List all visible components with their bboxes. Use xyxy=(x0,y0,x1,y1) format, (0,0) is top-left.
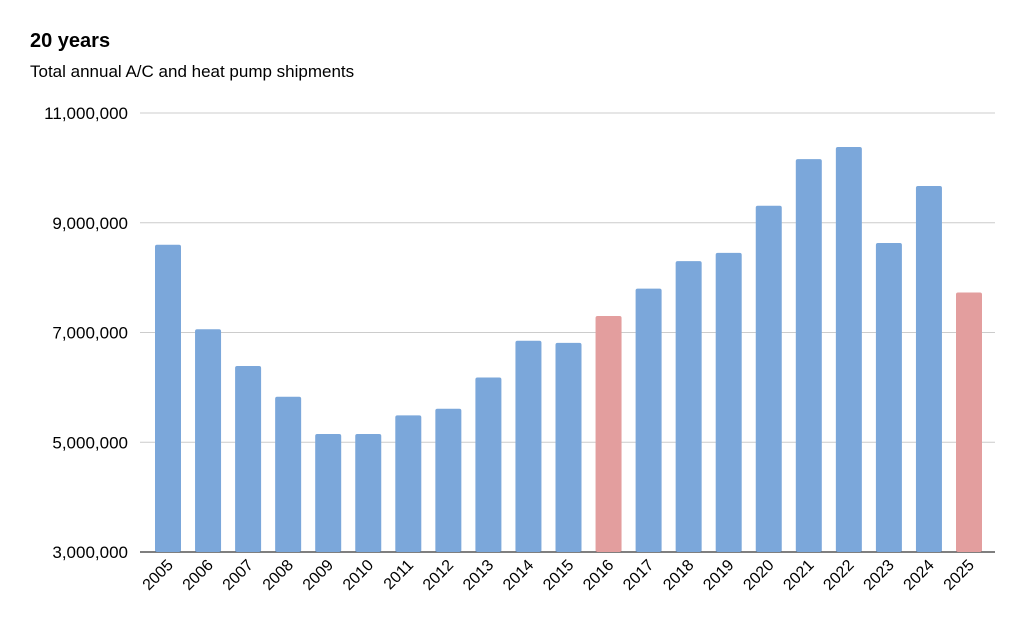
bar-2005 xyxy=(155,244,181,552)
bar-2011 xyxy=(395,415,422,552)
y-tick-label: 11,000,000 xyxy=(44,104,128,123)
bar-2023 xyxy=(875,243,902,552)
bar-2015 xyxy=(555,342,582,552)
x-tick-label: 2008 xyxy=(260,557,297,594)
x-tick-label: 2024 xyxy=(901,557,938,594)
x-tick-label: 2015 xyxy=(540,557,577,594)
x-tick-label: 2014 xyxy=(500,557,537,594)
bars xyxy=(155,147,982,552)
x-tick-label: 2010 xyxy=(340,557,377,594)
bar-2007 xyxy=(235,365,262,552)
x-tick-label: 2005 xyxy=(140,557,177,594)
bar-2018 xyxy=(675,261,702,552)
bar-2010 xyxy=(355,434,382,552)
y-axis-tick-labels: 3,000,000 5,000,000 7,000,000 9,000,000 11,0… xyxy=(44,104,128,562)
x-tick-label: 2007 xyxy=(220,557,257,594)
x-tick-label: 2009 xyxy=(300,557,337,594)
x-tick-label: 2021 xyxy=(780,557,817,594)
x-tick-label: 2006 xyxy=(180,557,217,594)
bar-2021 xyxy=(795,159,822,552)
x-tick-label: 2022 xyxy=(820,557,857,594)
bar-2019 xyxy=(715,252,742,552)
x-tick-label: 2018 xyxy=(660,557,697,594)
x-tick-label: 2025 xyxy=(941,557,978,594)
bar-2009 xyxy=(315,434,342,552)
bar-2008 xyxy=(275,396,302,552)
bar-2014 xyxy=(515,340,542,552)
x-tick-label: 2011 xyxy=(381,557,417,593)
bar-2012 xyxy=(435,408,462,552)
x-tick-label: 2013 xyxy=(460,557,497,594)
bar-2025 xyxy=(956,292,982,552)
x-tick-label: 2012 xyxy=(420,557,457,594)
x-axis-tick-labels: 2005 2006 2007 2008 2009 2010 2011 2012 2013 2014… xyxy=(140,557,978,594)
bar-2020 xyxy=(755,205,782,552)
y-tick-label: 7,000,000 xyxy=(52,324,128,343)
x-tick-label: 2016 xyxy=(580,557,617,594)
bar-2006 xyxy=(195,329,222,552)
bar-2022 xyxy=(835,147,862,552)
x-tick-label: 2023 xyxy=(861,557,898,594)
x-tick-label: 2017 xyxy=(620,557,657,594)
bar-2017 xyxy=(635,288,662,552)
chart-title: 20 years xyxy=(30,30,111,52)
chart-subtitle: Total annual A/C and heat pump shipments xyxy=(30,62,355,81)
bar-2024 xyxy=(915,185,942,552)
y-tick-label: 5,000,000 xyxy=(52,433,128,452)
x-tick-label: 2020 xyxy=(740,557,777,594)
bar-2013 xyxy=(475,377,502,552)
bar-2016 xyxy=(595,316,622,552)
x-tick-label: 2019 xyxy=(700,557,737,594)
y-tick-label: 9,000,000 xyxy=(52,214,128,233)
y-tick-label: 3,000,000 xyxy=(52,543,128,562)
